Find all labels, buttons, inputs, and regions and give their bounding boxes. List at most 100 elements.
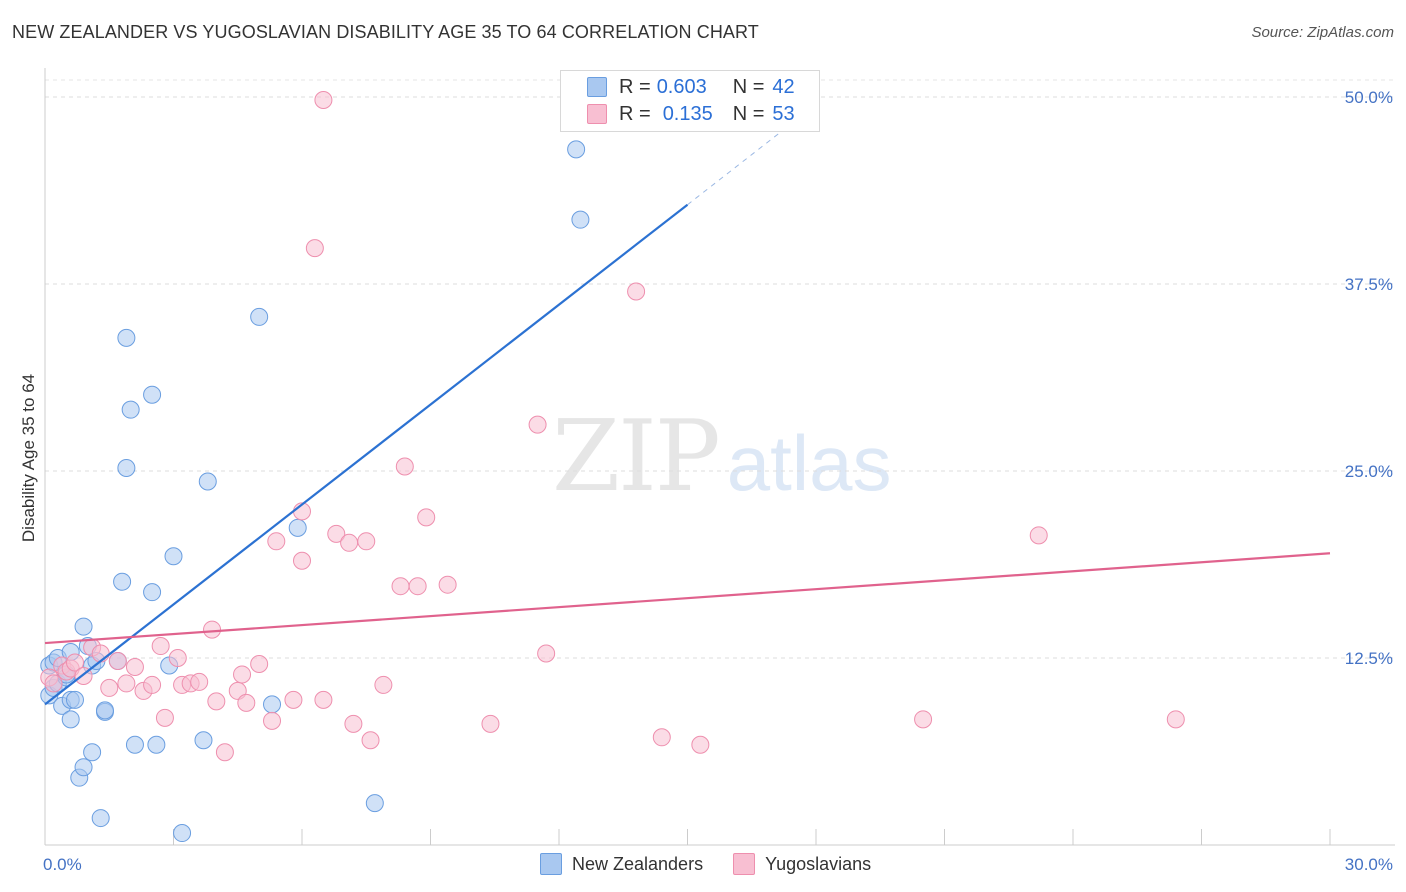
yugoslavians-point xyxy=(44,674,63,693)
yugoslavians-point xyxy=(237,693,256,712)
yugoslavians-point xyxy=(284,690,303,709)
new-zealanders-point xyxy=(164,547,183,566)
new-zealanders-point xyxy=(61,710,80,729)
legend-row-yugoslavians: R = 0.135 N = 53 xyxy=(587,103,795,125)
y-tick-label: 25.0% xyxy=(1345,462,1393,481)
y-tick-label: 12.5% xyxy=(1345,649,1393,668)
legend-n-value: 42 xyxy=(772,75,795,98)
correlation-legend: R = 0.603 N = 42 R = 0.135 N = 53 xyxy=(560,70,820,132)
yugoslavians-point xyxy=(357,532,376,551)
new-zealanders-point xyxy=(113,572,132,591)
x-tick-label: 30.0% xyxy=(1345,855,1393,874)
series-swatch-yugoslavians xyxy=(733,853,756,875)
new-zealanders-point xyxy=(143,385,162,404)
new-zealanders-point xyxy=(263,695,282,714)
watermark-zip: ZIP xyxy=(552,400,721,514)
yugoslavians-point xyxy=(1166,710,1185,729)
watermark-atlas: atlas xyxy=(726,419,892,507)
yugoslavians-point xyxy=(528,415,547,434)
y-axis-label: Disability Age 35 to 64 xyxy=(19,374,38,542)
yugoslavians-point xyxy=(125,657,144,676)
yugoslavians-point xyxy=(914,710,933,729)
yugoslavians-point xyxy=(117,674,136,693)
series-legend: New Zealanders Yugoslavians xyxy=(540,852,901,876)
new-zealanders-point xyxy=(365,794,384,813)
new-zealanders-point xyxy=(74,758,93,777)
new-zealanders-point xyxy=(173,824,192,843)
yugoslavians-point xyxy=(155,708,174,727)
watermark: ZIP atlas xyxy=(552,400,892,514)
new-zealanders-point xyxy=(121,400,140,419)
yugoslavians-point xyxy=(108,651,127,670)
yugoslavians-point xyxy=(1029,526,1048,545)
new-zealanders-point xyxy=(147,735,166,754)
new-zealanders-point xyxy=(74,617,93,636)
new-zealanders-point xyxy=(194,731,213,750)
yugoslavians-point xyxy=(691,735,710,754)
series-label-yugoslavians: Yugoslavians xyxy=(765,853,872,874)
legend-r-label: R = xyxy=(619,75,651,98)
chart-source: Source: ZipAtlas.com xyxy=(1251,24,1394,41)
yugoslavians-point xyxy=(151,637,170,656)
yugoslavians-point xyxy=(143,675,162,694)
legend-n-label: N = xyxy=(732,102,765,125)
yugoslavians-point xyxy=(314,90,333,109)
series-legend-yugoslavians: Yugoslavians xyxy=(733,853,871,875)
yugoslavians-point xyxy=(481,714,500,733)
yugoslavians-point xyxy=(652,728,671,747)
yugoslavians-point xyxy=(293,551,311,570)
new-zealanders-point xyxy=(143,583,162,602)
yugoslavians-point xyxy=(391,577,410,596)
yugoslavians-trendline xyxy=(44,552,1331,645)
yugoslavians-point xyxy=(395,457,414,476)
yugoslavians-point xyxy=(344,714,363,733)
series-legend-new-zealanders: New Zealanders xyxy=(540,853,703,875)
yugoslavians-point xyxy=(408,577,427,596)
new-zealanders-point xyxy=(95,701,114,720)
new-zealanders-trendline xyxy=(44,203,689,706)
new-zealanders-point xyxy=(198,472,217,491)
yugoslavians-point xyxy=(190,672,209,691)
new-zealanders-point xyxy=(117,459,136,478)
yugoslavians-point xyxy=(314,690,333,709)
yugoslavians-point xyxy=(168,649,187,667)
yugoslavians-point xyxy=(361,731,380,750)
legend-n-label: N = xyxy=(732,75,765,98)
new-zealanders-point xyxy=(117,328,136,347)
yugoslavians-point xyxy=(207,692,226,711)
legend-row-new-zealanders: R = 0.603 N = 42 xyxy=(587,76,795,98)
new-zealanders-trendline-extension xyxy=(687,104,817,206)
series-swatch-new-zealanders xyxy=(540,853,562,875)
y-tick-label: 50.0% xyxy=(1345,88,1393,107)
yugoslavians-point xyxy=(537,644,556,663)
legend-r-label: R = xyxy=(619,102,651,125)
yugoslavians-point xyxy=(627,282,646,301)
yugoslavians-point xyxy=(263,711,282,730)
legend-swatch-yugoslavians xyxy=(587,104,607,124)
legend-r-value: 0.135 xyxy=(662,102,713,125)
new-zealanders-point xyxy=(125,735,144,754)
yugoslavians-point xyxy=(327,524,346,543)
yugoslavians-point xyxy=(340,533,359,552)
yugoslavians-point xyxy=(203,620,222,639)
x-tick-label: 0.0% xyxy=(43,855,82,874)
yugoslavians-point xyxy=(233,665,252,684)
new-zealanders-point xyxy=(571,210,590,229)
legend-n-value: 53 xyxy=(772,102,795,125)
new-zealanders-point xyxy=(250,307,269,326)
yugoslavians-point xyxy=(374,675,393,694)
chart-title: NEW ZEALANDER VS YUGOSLAVIAN DISABILITY … xyxy=(12,22,759,42)
yugoslavians-point xyxy=(417,508,436,527)
legend-swatch-new-zealanders xyxy=(587,77,607,97)
yugoslavians-point xyxy=(91,644,110,663)
new-zealanders-point xyxy=(91,809,110,828)
yugoslavians-point xyxy=(438,575,457,594)
new-zealanders-point xyxy=(567,140,586,159)
yugoslavians-point xyxy=(65,653,84,672)
yugoslavians-point xyxy=(215,743,234,762)
yugoslavians-point xyxy=(100,678,119,697)
new-zealanders-point xyxy=(83,743,102,762)
series-label-new-zealanders: New Zealanders xyxy=(572,853,704,874)
yugoslavians-point xyxy=(305,239,324,258)
